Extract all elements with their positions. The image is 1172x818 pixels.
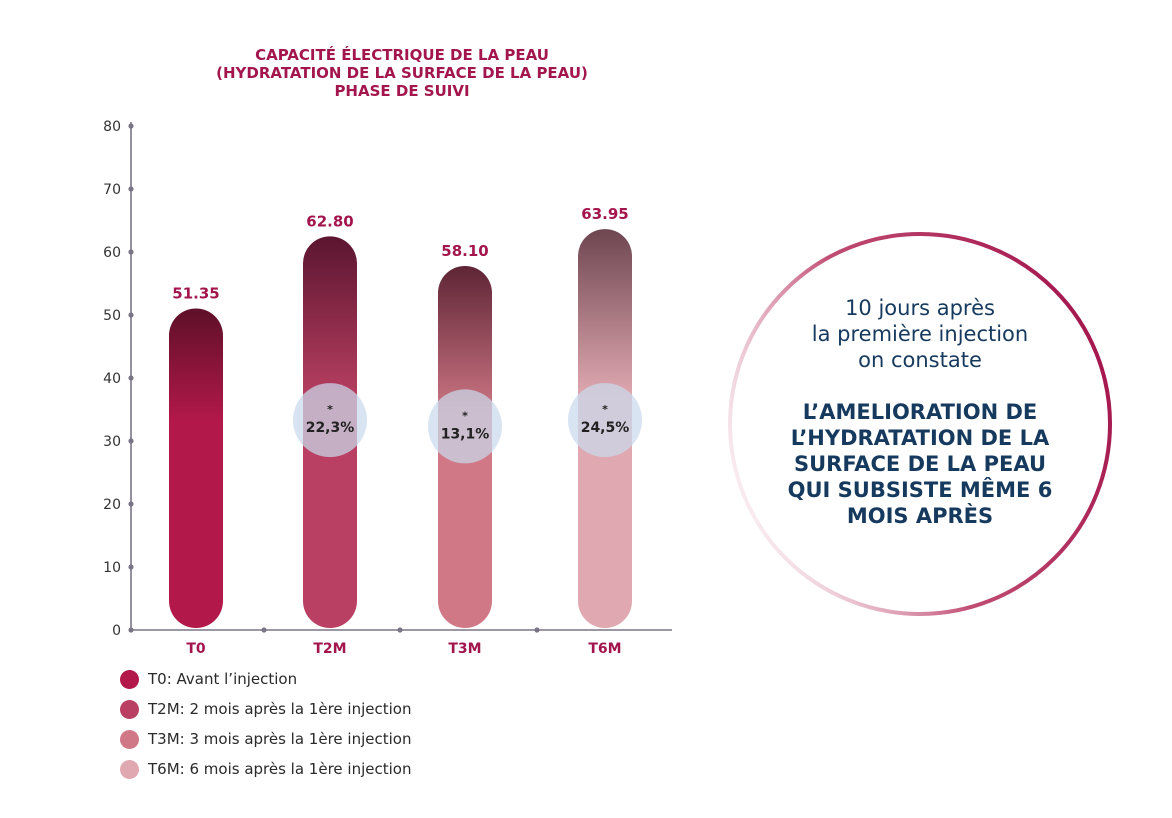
chart-title: CAPACITÉ ÉLECTRIQUE DE LA PEAU(HYDRATATI… <box>216 45 588 100</box>
value-labels: 51.35 62.80 58.10 63.95 <box>172 205 628 302</box>
x-tick-label: T3M <box>448 641 481 657</box>
y-tick-label: 20 <box>103 497 121 513</box>
callout-headline-line: L’HYDRATATION DE LA <box>790 426 1050 450</box>
data-label: 63.95 <box>581 205 628 223</box>
x-tick-mark <box>261 627 267 633</box>
callout-note: 10 jours après la première injection on … <box>740 295 1100 529</box>
y-tick-label: 0 <box>112 623 121 639</box>
data-label: 62.80 <box>306 212 353 230</box>
chart-title-line: (HYDRATATION DE LA SURFACE DE LA PEAU) <box>216 64 588 82</box>
badge-star: * <box>602 403 608 416</box>
badge-circle <box>568 383 642 458</box>
x-tick-mark <box>534 627 540 633</box>
legend: T0: Avant l’injection T2M: 2 mois après l… <box>120 664 411 784</box>
badge-circle <box>428 389 502 464</box>
legend-swatch <box>120 699 139 719</box>
data-label: 51.35 <box>172 284 219 302</box>
callout-intro: 10 jours après la première injection on … <box>740 295 1100 373</box>
y-tick-label: 60 <box>103 245 121 261</box>
bar-chart: CAPACITÉ ÉLECTRIQUE DE LA PEAU(HYDRATATI… <box>103 45 672 657</box>
badge-star: * <box>462 409 468 422</box>
legend-label: T3M: 3 mois après la 1ère injection <box>148 730 412 748</box>
callout-headline-line: MOIS APRÈS <box>846 504 994 528</box>
callout-intro-line: la première injection <box>811 322 1029 346</box>
legend-label: T6M: 6 mois après la 1ère injection <box>148 760 412 778</box>
x-tick-label: T6M <box>588 641 621 657</box>
callout-headline: L’AMELIORATION DE L’HYDRATATION DE LA SU… <box>740 399 1100 529</box>
y-tick-label: 50 <box>103 308 121 324</box>
y-tick-label: 80 <box>103 119 121 135</box>
increase-badges: * 22,3% * 13,1% * 24,5% <box>293 383 642 464</box>
badge-label: 24,5% <box>581 420 630 436</box>
callout-headline-line: SURFACE DE LA PEAU <box>793 452 1047 476</box>
chart-title-line: PHASE DE SUIVI <box>334 82 469 100</box>
x-tick-label: T0 <box>186 641 206 657</box>
legend-swatch <box>120 729 139 749</box>
legend-item: T0: Avant l’injection <box>120 664 411 694</box>
x-tick-mark <box>397 627 403 633</box>
y-tick-label: 40 <box>103 371 121 387</box>
axes: T0 T2M T3M T6M <box>130 122 672 657</box>
legend-label: T2M: 2 mois après la 1ère injection <box>148 700 412 718</box>
legend-item: T6M: 6 mois après la 1ère injection <box>120 754 411 784</box>
y-tick-label: 30 <box>103 434 121 450</box>
badge-label: 22,3% <box>306 420 355 436</box>
callout-intro-line: 10 jours après <box>845 296 995 320</box>
legend-label: T0: Avant l’injection <box>148 670 298 688</box>
legend-swatch <box>120 759 139 779</box>
y-tick-label: 10 <box>103 560 121 576</box>
legend-item: T3M: 3 mois après la 1ère injection <box>120 724 411 754</box>
legend-item: T2M: 2 mois après la 1ère injection <box>120 694 411 724</box>
callout-headline-line: QUI SUBSISTE MÊME 6 <box>787 478 1053 502</box>
callout-headline-line: L’AMELIORATION DE <box>802 400 1038 424</box>
chart-title-line: CAPACITÉ ÉLECTRIQUE DE LA PEAU <box>255 45 549 64</box>
callout-intro-line: on constate <box>858 348 982 372</box>
y-tick-label: 70 <box>103 182 121 198</box>
x-tick-label: T2M <box>313 641 346 657</box>
badge-star: * <box>327 403 333 416</box>
bars <box>169 229 632 629</box>
badge-circle <box>293 383 367 458</box>
legend-swatch <box>120 669 139 689</box>
data-label: 58.10 <box>441 242 488 260</box>
bar-t0 <box>169 308 223 628</box>
badge-label: 13,1% <box>441 426 490 442</box>
